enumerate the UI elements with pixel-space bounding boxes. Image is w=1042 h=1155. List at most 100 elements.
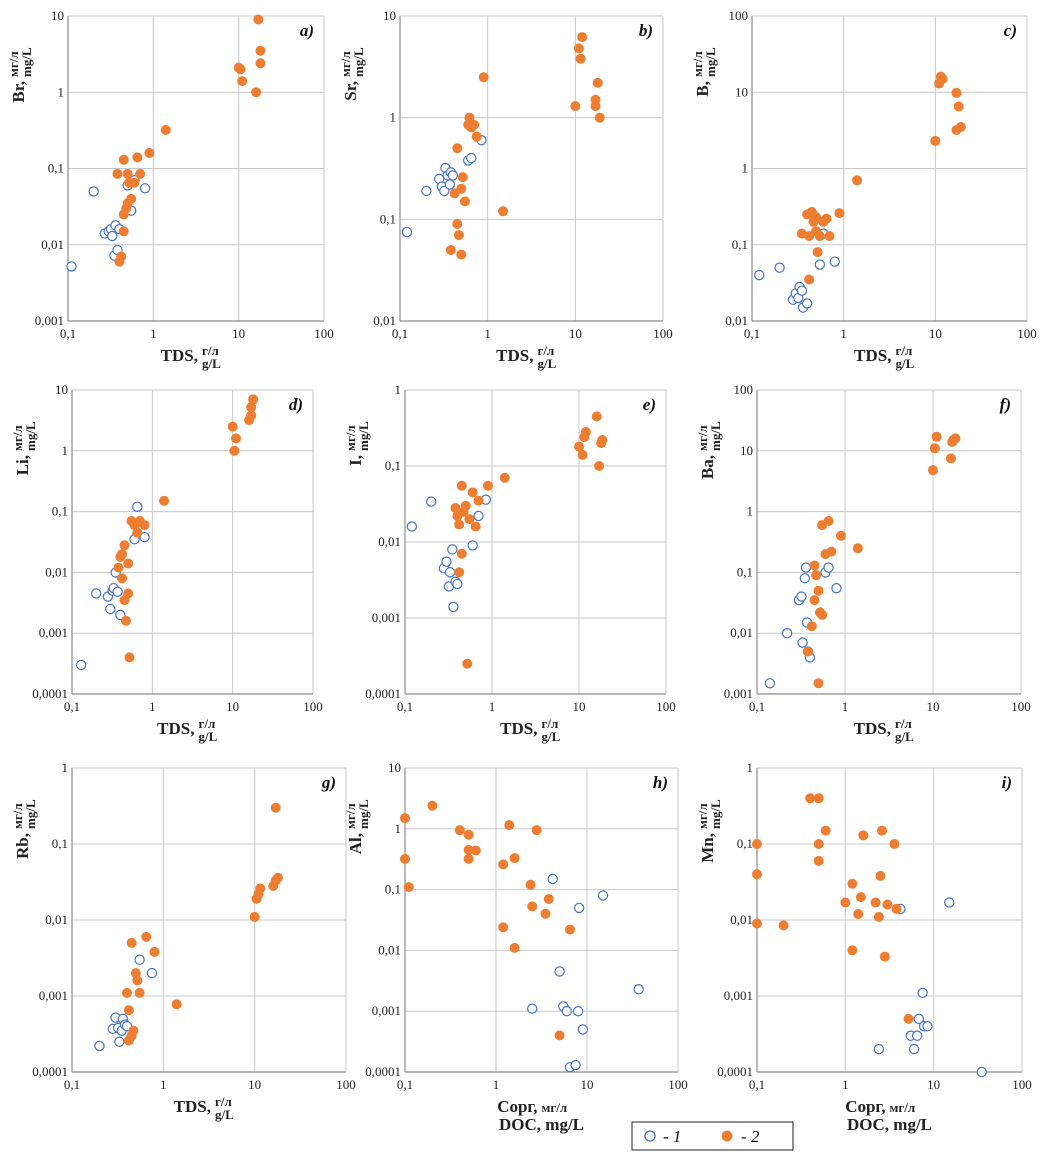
data-point-series-2: [149, 946, 160, 957]
y-axis-unit-ru: мг/л: [343, 803, 358, 829]
data-point-series-2: [809, 595, 820, 606]
data-point-series-1: [570, 1059, 581, 1071]
data-point-series-2: [835, 530, 846, 541]
panel-label: b): [639, 21, 653, 40]
data-point-series-1: [976, 1066, 987, 1078]
x-axis-unit-ru: г/л: [199, 716, 216, 731]
data-point-series-2: [450, 503, 461, 514]
x-tick-label: 0,1: [749, 699, 765, 714]
data-point-series-1: [922, 1021, 933, 1032]
panel-g: 0,1 1 10 100 0,0001 0,001 0,01 0,1 1 g) TDS, г/лg/L…: [10, 760, 356, 1122]
x-tick-label: 10: [226, 699, 239, 714]
data-point-series-2: [255, 883, 266, 894]
y-tick-label: 0,1: [737, 564, 753, 579]
data-point-series-2: [806, 621, 817, 632]
y-axis-unit-ru: мг/л: [690, 51, 705, 77]
data-point-series-1: [406, 521, 418, 532]
panel-h: 0,1 1 10 100 0,0001 0,001 0,01 0,1 1 10 h) Сорг, мг/…: [343, 760, 688, 1134]
data-point-series-1: [781, 628, 793, 639]
data-point-series-1: [801, 298, 813, 309]
data-point-series-2: [821, 213, 832, 224]
y-tick-label: 100: [729, 8, 749, 23]
y-axis-unit-en: mg/L: [356, 421, 371, 451]
x-axis-unit-en: g/L: [199, 729, 218, 744]
data-point-series-2: [471, 131, 482, 142]
x-tick-label: 1: [842, 699, 849, 714]
data-point-series-2: [463, 829, 474, 840]
x-axis-title: TDS,: [854, 719, 891, 738]
y-axis-title-group: Rb, мг/лmg/L: [10, 799, 38, 859]
data-point-series-2: [953, 101, 964, 112]
y-axis-unit-ru: мг/л: [6, 51, 21, 77]
data-point-series-2: [227, 421, 238, 432]
legend-marker-series-1: [644, 1130, 656, 1142]
data-point-series-2: [132, 527, 143, 538]
x-tick-label: 100: [336, 1077, 356, 1092]
data-point-series-2: [171, 999, 182, 1010]
panel-label: d): [289, 395, 303, 414]
data-point-series-1: [134, 954, 145, 965]
data-point-series-2: [931, 431, 942, 442]
data-point-series-1: [908, 1043, 920, 1055]
data-point-series-1: [800, 562, 812, 573]
data-point-series-1: [448, 601, 459, 613]
x-axis-unit-en: g/L: [896, 356, 915, 371]
x-axis-title: Сорг,: [497, 1097, 537, 1116]
data-point-series-1: [139, 531, 150, 543]
x-tick-label: 100: [303, 699, 323, 714]
data-point-series-2: [752, 839, 762, 849]
data-point-series-2: [251, 87, 262, 98]
data-point-series-2: [853, 908, 864, 919]
x-axis-unit-ru: г/л: [895, 716, 912, 731]
data-point-series-2: [580, 427, 591, 438]
y-tick-label: 0,001: [724, 686, 753, 701]
data-point-series-2: [463, 853, 474, 864]
data-point-series-2: [272, 872, 283, 883]
x-tick-label: 100: [1011, 699, 1031, 714]
x-tick-label: 100: [1017, 326, 1037, 341]
data-point-series-1: [554, 966, 565, 977]
x-tick-label: 1: [842, 1077, 849, 1092]
data-point-series-2: [531, 825, 542, 836]
x-axis-unit-ru: г/л: [542, 716, 559, 731]
data-point-series-2: [454, 519, 465, 530]
data-point-series-2: [945, 453, 956, 464]
x-tick-label: 10: [573, 699, 586, 714]
x-tick-label: 10: [232, 326, 245, 341]
y-tick-label: 1: [395, 821, 402, 836]
x-tick-label: 1: [493, 1077, 500, 1092]
legend-marker-series-2: [721, 1130, 733, 1142]
x-axis-title-en: DOC, mg/L: [847, 1115, 932, 1134]
y-tick-label: 0,1: [385, 882, 401, 897]
y-tick-label: 0,1: [732, 237, 748, 252]
data-point-series-2: [469, 119, 480, 130]
data-point-series-2: [453, 230, 464, 241]
data-point-series-2: [813, 678, 824, 689]
x-tick-label: 1: [840, 326, 847, 341]
data-point-series-2: [478, 72, 489, 83]
data-point-series-2: [118, 226, 129, 237]
data-point-series-2: [117, 573, 128, 584]
y-tick-label: 0,0001: [365, 686, 401, 701]
y-tick-label: 0,01: [41, 237, 64, 252]
data-point-series-2: [574, 441, 584, 452]
data-point-series-2: [135, 168, 146, 179]
data-point-series-2: [456, 249, 467, 260]
y-tick-label: 1: [742, 161, 749, 176]
x-axis-unit-en: g/L: [215, 1107, 234, 1122]
y-axis-unit-ru: мг/л: [695, 425, 710, 451]
data-point-series-2: [123, 558, 134, 569]
y-tick-label: 0,01: [373, 313, 396, 328]
data-point-series-2: [132, 975, 143, 986]
data-point-series-2: [577, 449, 588, 460]
y-axis-title-group: I, мг/лmg/L: [343, 421, 371, 466]
data-point-series-2: [847, 878, 858, 889]
data-point-series-2: [464, 112, 475, 123]
data-point-series-2: [403, 882, 414, 893]
data-point-series-1: [823, 562, 834, 573]
y-axis-title: Rb,: [13, 833, 32, 859]
data-point-series-2: [504, 820, 515, 831]
data-point-series-1: [401, 226, 413, 238]
